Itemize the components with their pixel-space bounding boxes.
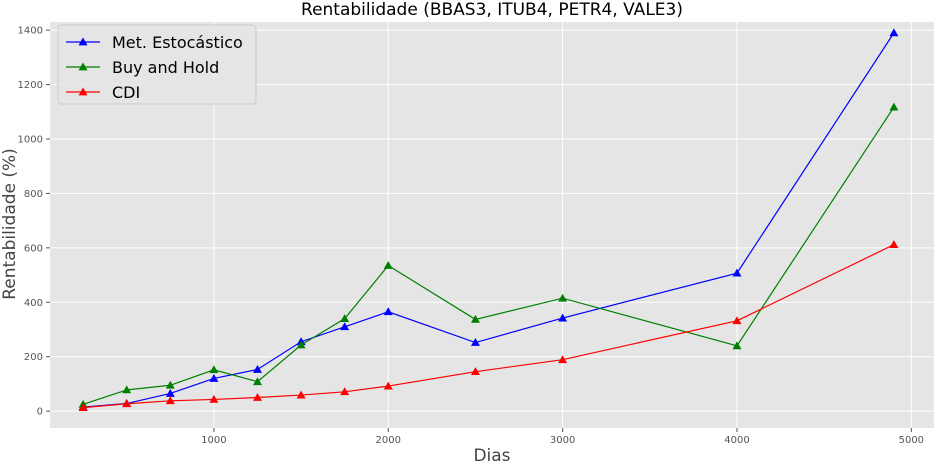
data-point (340, 314, 350, 322)
data-point (165, 388, 175, 397)
y-axis-label: Rentabilidade (%) (0, 148, 20, 300)
x-tick-label: 3000 (550, 435, 575, 446)
data-point (296, 390, 306, 399)
x-tick-label: 5000 (899, 435, 924, 446)
x-axis-label: Dias (473, 446, 510, 462)
legend-label: Buy and Hold (112, 58, 219, 77)
series-line (83, 32, 895, 408)
data-point (383, 307, 393, 316)
data-point (340, 322, 350, 331)
tick-labels: 1000 2000 3000 4000 5000 0 200 400 600 800 1000 120… (18, 26, 925, 446)
data-point (78, 403, 88, 411)
grid (50, 22, 934, 428)
series-2 (78, 240, 899, 411)
y-tick-label: 1000 (18, 135, 43, 146)
legend-item: Met. Estocástico (66, 33, 243, 52)
x-tick-label: 2000 (376, 435, 401, 446)
data-point (209, 373, 219, 382)
data-point (165, 380, 175, 389)
data-point (889, 28, 899, 37)
legend-label: CDI (112, 83, 140, 102)
y-tick-label: 0 (37, 407, 43, 418)
y-tick-label: 200 (24, 352, 43, 363)
data-point (383, 261, 393, 269)
y-tick-label: 1200 (18, 80, 43, 91)
series-layer (78, 28, 899, 411)
data-point (558, 313, 568, 322)
data-point (558, 293, 568, 302)
data-point (209, 394, 219, 403)
chart-title: Rentabilidade (BBAS3, ITUB4, PETR4, VALE… (301, 0, 683, 20)
data-point (122, 399, 132, 408)
data-point (252, 364, 262, 373)
legend-item: CDI (66, 83, 140, 102)
data-point (732, 341, 742, 350)
legend-label: Met. Estocástico (112, 33, 243, 52)
data-point (383, 381, 393, 390)
legend-item: Buy and Hold (66, 58, 219, 77)
data-point (470, 338, 480, 346)
data-point (889, 240, 899, 248)
data-point (732, 316, 742, 325)
legend-marker (78, 37, 88, 46)
data-point (340, 387, 350, 396)
data-point (889, 102, 899, 111)
data-point (470, 314, 480, 323)
legend-marker (78, 87, 88, 96)
series-0 (78, 28, 899, 411)
data-point (165, 396, 175, 405)
x-tick-label: 1000 (201, 435, 226, 446)
legend-marker (78, 62, 88, 71)
series-line (83, 244, 895, 409)
data-point (558, 355, 568, 364)
series-line (82, 106, 895, 405)
data-point (732, 268, 742, 277)
y-tick-label: 600 (24, 243, 43, 254)
y-tick-label: 800 (24, 189, 43, 200)
y-tick-label: 1400 (18, 26, 43, 37)
y-tick-label: 400 (24, 298, 43, 309)
legend: Met. Estocástico Buy and Hold CDI (57, 24, 257, 105)
data-point (296, 340, 306, 349)
data-point (252, 377, 262, 386)
data-point (122, 385, 132, 394)
x-tick-label: 4000 (724, 435, 749, 446)
data-point (252, 393, 262, 401)
data-point (209, 365, 219, 374)
data-point (470, 367, 480, 376)
legend-box (57, 24, 257, 105)
